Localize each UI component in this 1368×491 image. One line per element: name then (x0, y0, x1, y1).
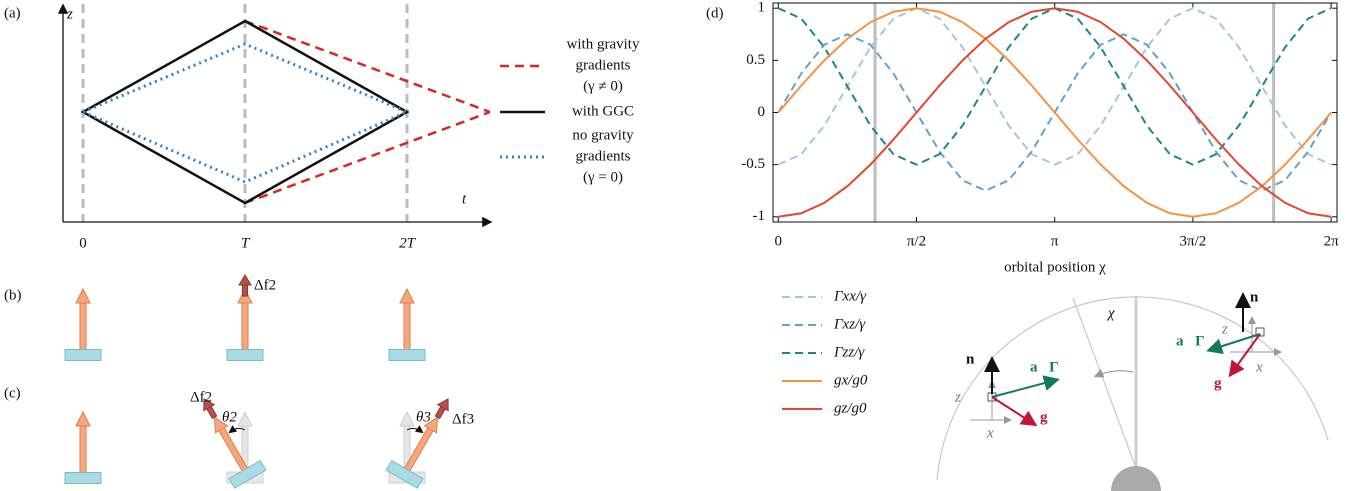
series-line (777, 7, 1332, 218)
panel-b: Δf2 (64, 274, 426, 361)
panel-label: (c) (4, 385, 21, 401)
y-tick-label: 0.5 (746, 52, 765, 68)
panel-a: z t 0 T 2T with gravity gradients (γ ≠ 0… (57, 3, 640, 251)
path-gravity (244, 19, 491, 114)
y-tick-label: 1 (758, 0, 766, 16)
label: z (1221, 321, 1228, 337)
legend-label: Γzz/γ (833, 344, 865, 360)
axis-label: z (66, 6, 73, 22)
label: Δf2 (190, 389, 212, 405)
legend-text: (γ ≠ 0) (583, 78, 623, 94)
gravity-vector (1228, 333, 1261, 378)
series-line (777, 7, 1332, 166)
x-tick-label: 0 (775, 233, 783, 249)
legend-text: (γ = 0) (583, 169, 623, 185)
axis-label: t (462, 191, 467, 207)
legend-text: with GGC (572, 103, 634, 119)
y-tick-label: -0.5 (741, 156, 765, 172)
legend-text: with gravity (567, 36, 640, 52)
label: x (986, 425, 994, 441)
orbit (936, 296, 1329, 481)
label: g⃗ (1214, 375, 1233, 391)
label: x (1255, 359, 1263, 375)
series-line (778, 7, 1332, 218)
arrow (75, 411, 91, 474)
label: θ2 (222, 409, 237, 425)
arrow (399, 288, 415, 351)
x-axis-label: orbital position χ (1004, 259, 1106, 275)
satellite (1255, 327, 1265, 337)
legend-label: gz/g0 (834, 400, 867, 416)
x-tick-label: π (1051, 233, 1059, 249)
base (388, 349, 426, 361)
x-tick-label: 3π/2 (1180, 233, 1207, 249)
panel-c: Δf2 θ2 θ3 Δf3 (64, 389, 474, 489)
tick-label: 2T (399, 235, 417, 251)
chart: orbital position χ -1 -0.5 0 0.5 1 0 π/2 π 3π/2 2… (741, 0, 1339, 416)
legend-label: Γxx/γ (833, 288, 867, 304)
y-tick-label: -1 (753, 208, 766, 224)
label: g⃗ (1040, 409, 1059, 425)
arrow (75, 288, 91, 351)
label: a⃗Γ (1176, 333, 1205, 349)
tick-label: 0 (79, 235, 87, 251)
label: a⃗Γ (1030, 359, 1059, 375)
tick-label: T (241, 235, 251, 251)
x-tick-label: 2π (1324, 233, 1340, 249)
legend-label: gx/g0 (834, 372, 868, 388)
base (64, 349, 102, 361)
earth (1111, 466, 1161, 491)
label: z (954, 389, 961, 405)
legend-label: Γxz/γ (833, 316, 866, 332)
position-line (1072, 297, 1137, 469)
series-line (777, 7, 1332, 166)
base (64, 472, 102, 484)
gradient-vector (1206, 333, 1261, 354)
angle-arc (406, 425, 424, 434)
panel-label: (a) (4, 5, 21, 21)
label: θ3 (416, 409, 431, 425)
label: n⃗ (1250, 289, 1270, 305)
x-tick-label: π/2 (907, 233, 926, 249)
arrow (237, 288, 253, 351)
y-tick-label: 0 (758, 104, 766, 120)
legend-text: gradients (576, 148, 631, 164)
label: χ (1106, 305, 1115, 321)
panel-label: (b) (4, 287, 22, 303)
path-ggc (80, 19, 410, 205)
angle-arc (1093, 368, 1134, 378)
panel-label: (d) (706, 5, 724, 21)
legend-text: gradients (576, 57, 631, 73)
plot-frame (772, 2, 1338, 223)
label: Δf3 (452, 411, 474, 427)
label: Δf2 (254, 277, 276, 293)
arrow-delta (431, 395, 454, 421)
base (226, 349, 264, 361)
path-gravity (244, 110, 491, 205)
label: n⃗ (966, 351, 986, 367)
arrow-delta (238, 274, 252, 297)
gradient-vector (991, 375, 1060, 398)
legend-text: no gravity (572, 127, 634, 143)
angle-arc (228, 425, 246, 434)
gravity-vector (991, 396, 1038, 427)
orbit-diagram: χ n⃗ a⃗Γ g⃗ z x n⃗ a⃗Γ g⃗ z x (936, 289, 1329, 491)
